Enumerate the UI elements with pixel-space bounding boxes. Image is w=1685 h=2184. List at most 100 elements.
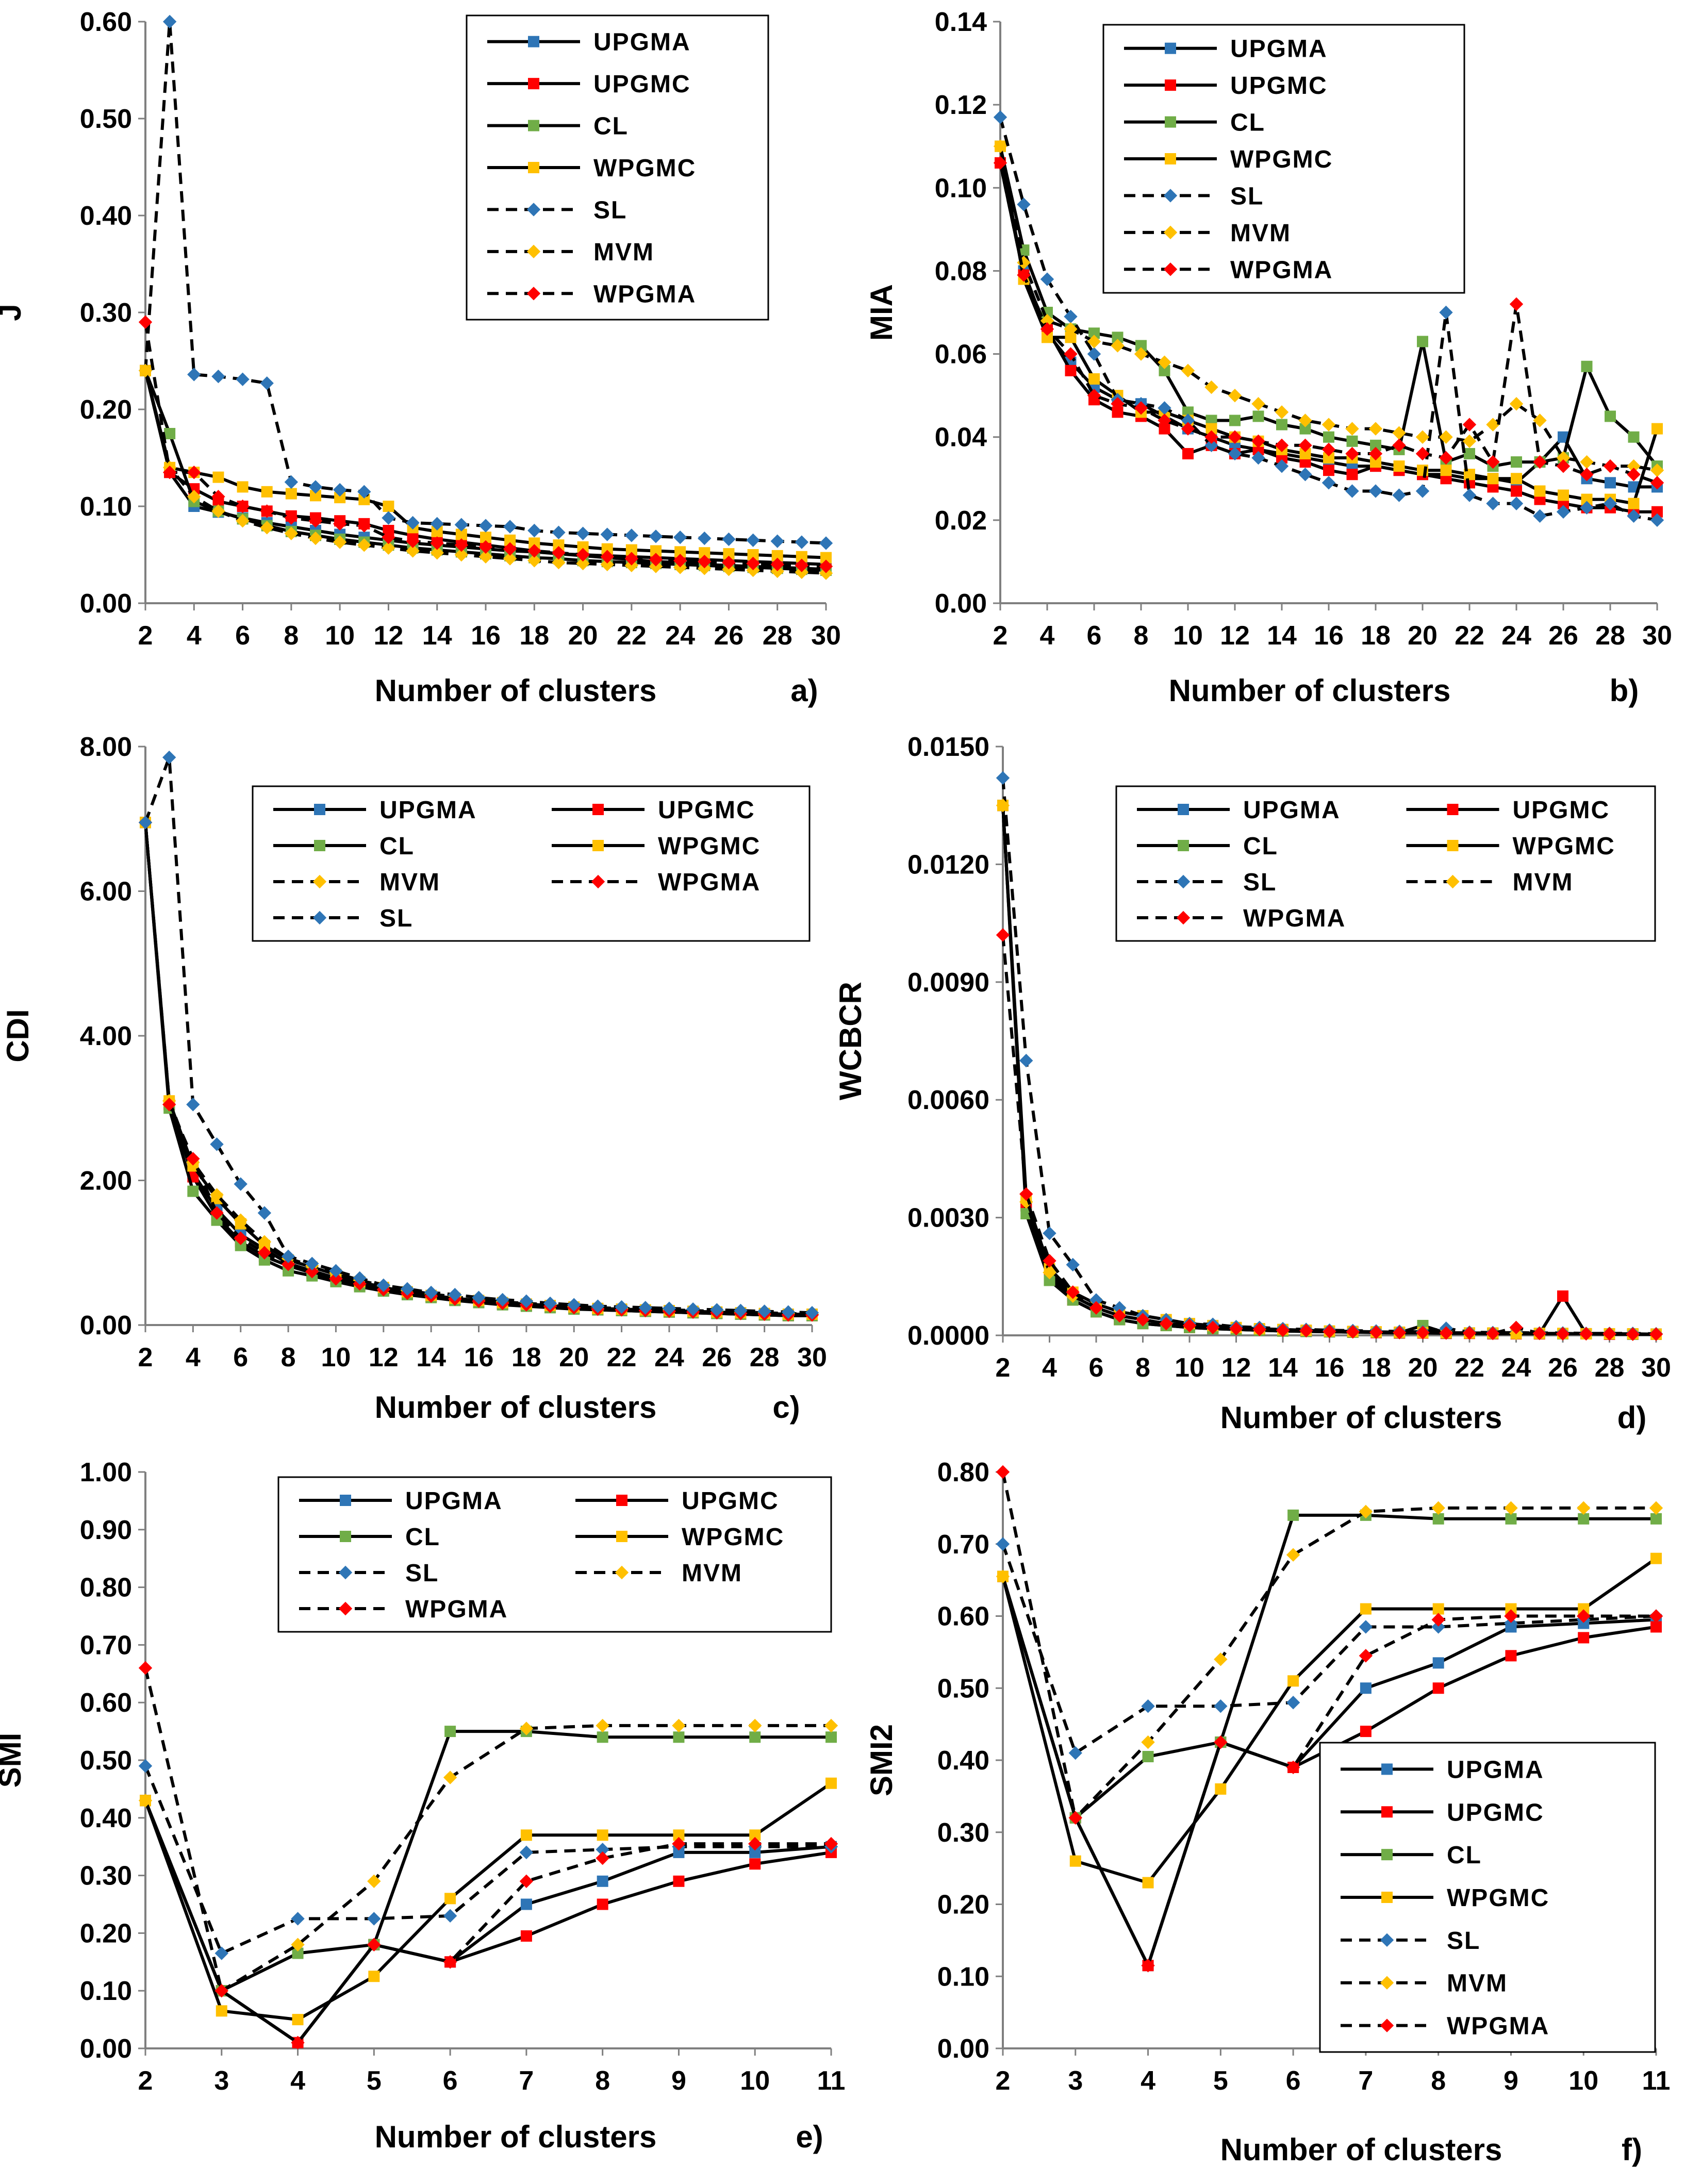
x-tick-label: 4 — [186, 1343, 201, 1372]
x-tick-label: 8 — [1135, 1353, 1150, 1383]
legend-item-upgma: UPGMA — [299, 1487, 502, 1515]
data-point — [1019, 1053, 1033, 1068]
data-point — [1392, 438, 1406, 453]
y-tick-label: 6.00 — [80, 877, 132, 907]
legend-label: SL — [1243, 869, 1277, 896]
y-tick-label: 0.40 — [80, 201, 132, 231]
x-tick-label: 7 — [519, 2066, 534, 2096]
data-point — [1369, 1325, 1383, 1339]
data-point — [472, 1290, 486, 1304]
data-point — [996, 1537, 1010, 1551]
x-tick-label: 10 — [740, 2066, 770, 2096]
legend-label: WPGMC — [593, 155, 696, 182]
data-point — [236, 499, 250, 514]
data-point — [757, 1304, 771, 1318]
legend: UPGMA UPGMC CL WPGMC MVM WPGMA SL — [252, 785, 811, 942]
chart-panel-f: 0.00 0.10 0.20 0.30 0.40 0.50 0.60 0.70 0.80 2 3 4 5… — [864, 1458, 1670, 2167]
y-tick-label: 0.08 — [935, 256, 987, 286]
legend-marker — [1176, 911, 1191, 925]
legend-label: UPGMA — [1243, 797, 1341, 824]
data-point — [1276, 1323, 1290, 1337]
series-layer — [138, 750, 819, 1322]
data-point — [662, 1301, 676, 1315]
legend-label: UPGMA — [1230, 36, 1328, 63]
legend: UPGMA UPGMC CL WPGMC SL MVM WPGMA — [466, 14, 769, 321]
data-point — [600, 557, 614, 571]
y-tick-label: 0.60 — [80, 7, 132, 37]
legend-label: WPGMA — [1243, 905, 1346, 932]
x-tick-label: 28 — [750, 1343, 780, 1372]
x-tick-label: 28 — [1595, 621, 1625, 651]
data-point — [1533, 413, 1547, 427]
data-point — [597, 1731, 608, 1743]
data-point — [698, 554, 712, 569]
legend-item-cl: CL — [1341, 1842, 1481, 1869]
y-tick-label: 0.70 — [80, 1630, 132, 1660]
data-point — [1228, 430, 1242, 444]
data-point — [1439, 451, 1453, 465]
data-point — [601, 543, 613, 555]
legend-item-mvm: MVM — [273, 869, 440, 896]
data-point — [520, 1898, 532, 1910]
data-point — [520, 1829, 532, 1841]
legend-item-cl: CL — [273, 833, 414, 860]
legend-marker — [340, 1495, 351, 1506]
legend-marker — [314, 804, 325, 815]
data-point — [333, 517, 347, 531]
legend-item-upgmc: UPGMC — [1406, 797, 1609, 824]
data-point — [1511, 473, 1522, 485]
data-point — [1111, 397, 1125, 411]
data-point — [1462, 488, 1477, 502]
data-point — [1432, 1682, 1444, 1694]
legend-item-cl: CL — [487, 113, 627, 140]
data-point — [638, 1301, 652, 1315]
x-tick-label: 10 — [325, 621, 355, 651]
data-point — [1464, 469, 1475, 481]
data-point — [162, 466, 177, 479]
x-tick-label: 6 — [233, 1343, 248, 1372]
data-point — [1069, 1855, 1081, 1867]
y-tick-label: 0.90 — [80, 1515, 132, 1545]
x-tick-label: 22 — [1455, 621, 1484, 651]
data-point — [1509, 297, 1524, 311]
data-point — [308, 514, 323, 528]
data-point — [1649, 1501, 1663, 1515]
data-point — [1504, 1609, 1518, 1623]
legend-label: MVM — [1513, 869, 1574, 896]
data-point — [672, 1718, 686, 1733]
data-point — [1204, 380, 1218, 394]
data-point — [291, 1938, 305, 1951]
series-mvm — [993, 139, 1664, 477]
legend-item-wpgma: WPGMA — [299, 1596, 507, 1623]
series-mvm — [996, 1501, 1663, 1825]
data-point — [187, 368, 201, 382]
legend-item-mvm: MVM — [1341, 1970, 1507, 1997]
data-point — [1605, 410, 1616, 422]
legend-label: WPGMC — [1230, 146, 1333, 173]
data-point — [649, 553, 663, 567]
data-point — [1159, 365, 1170, 376]
x-tick-label: 2 — [138, 1343, 153, 1372]
x-axis-title: Number of clusters — [1220, 2132, 1502, 2167]
data-point — [357, 538, 371, 552]
data-point — [699, 547, 711, 559]
x-tick-label: 6 — [1087, 621, 1102, 651]
legend-label: MVM — [379, 869, 440, 896]
data-point — [770, 557, 784, 571]
data-point — [1359, 1649, 1373, 1663]
x-tick-label: 6 — [443, 2066, 458, 2096]
data-point — [1275, 438, 1289, 453]
legend-marker — [312, 911, 327, 925]
x-tick-label: 30 — [1641, 1353, 1671, 1383]
data-point — [1229, 1321, 1243, 1336]
legend-item-wpgmc: WPGMC — [575, 1524, 783, 1551]
data-point — [1287, 1509, 1299, 1521]
data-point — [430, 536, 444, 550]
data-point — [1650, 1513, 1662, 1525]
data-point — [1370, 439, 1381, 451]
y-tick-label: 0.80 — [937, 1458, 989, 1487]
y-tick-label: 0.10 — [937, 1962, 989, 1992]
data-point — [1065, 332, 1077, 343]
